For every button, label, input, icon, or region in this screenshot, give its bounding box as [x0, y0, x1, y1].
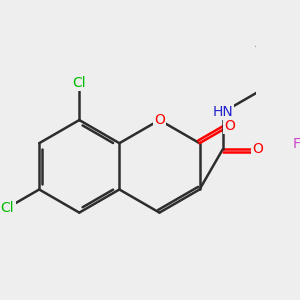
Text: O: O	[252, 142, 263, 156]
Text: Cl: Cl	[0, 201, 14, 215]
Text: O: O	[154, 113, 165, 127]
Text: HN: HN	[212, 105, 233, 119]
Text: Cl: Cl	[73, 76, 86, 90]
Text: O: O	[224, 119, 235, 133]
Text: F: F	[293, 136, 300, 151]
